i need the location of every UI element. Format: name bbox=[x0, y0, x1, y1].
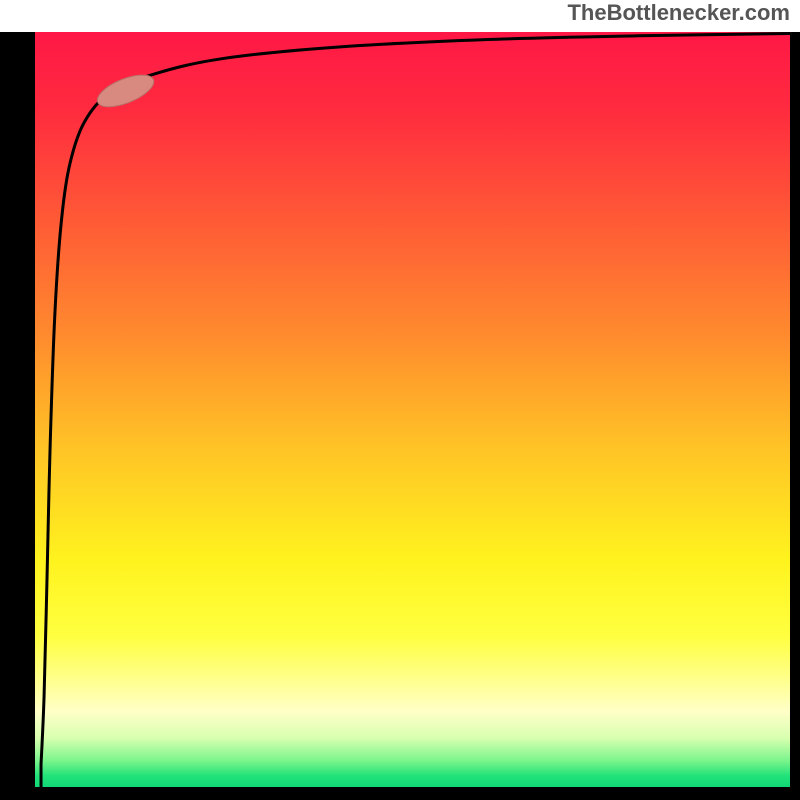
frame-bottom bbox=[0, 787, 800, 800]
frame-left bbox=[0, 32, 35, 800]
attribution-text: TheBottlenecker.com bbox=[567, 0, 790, 26]
chart-svg bbox=[0, 0, 800, 800]
frame-right bbox=[790, 32, 800, 800]
chart-stage: TheBottlenecker.com bbox=[0, 0, 800, 800]
gradient-area bbox=[35, 32, 790, 787]
